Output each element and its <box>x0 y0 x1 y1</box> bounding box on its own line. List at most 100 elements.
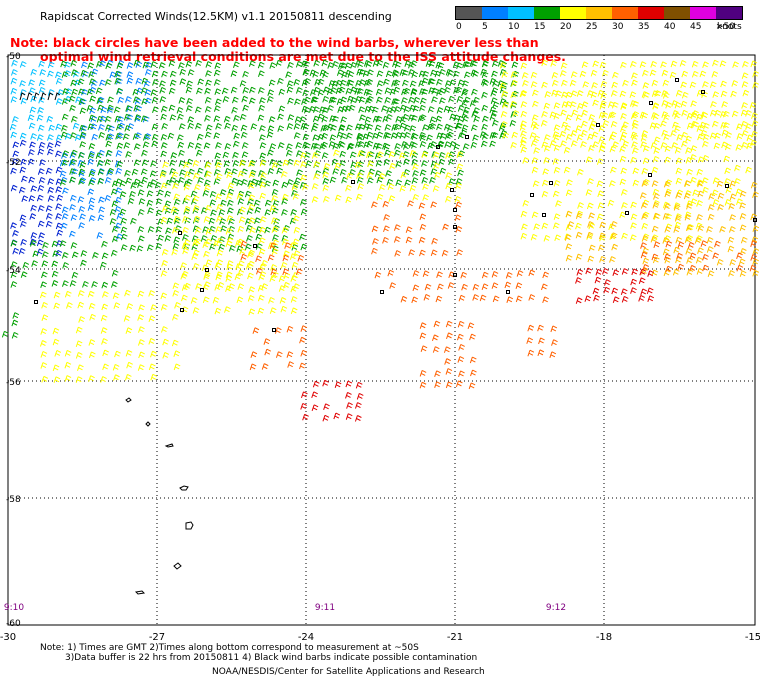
wind-barb <box>300 243 308 251</box>
wind-barb <box>301 60 308 68</box>
wind-barb <box>192 307 200 314</box>
wind-barb <box>204 131 212 139</box>
wind-barb <box>355 95 362 103</box>
wind-barb <box>541 141 549 149</box>
wind-barb <box>157 189 164 197</box>
wind-barb <box>78 222 85 229</box>
map-title: Rapidscat Corrected Winds(12.5KM) v1.1 2… <box>40 10 392 23</box>
wind-barb <box>646 287 654 295</box>
wind-barb <box>456 249 463 256</box>
wind-barb <box>171 339 179 347</box>
wind-barb <box>292 193 300 200</box>
wind-barb <box>445 182 453 190</box>
wind-barb <box>54 350 62 357</box>
island-outline <box>164 443 174 448</box>
wind-barb <box>362 133 370 141</box>
wind-barb <box>490 109 498 117</box>
quality-flag-circle <box>542 213 546 217</box>
wind-barb <box>10 184 18 192</box>
wind-barb <box>412 170 419 177</box>
wind-barb <box>88 170 96 178</box>
wind-barb <box>675 177 683 185</box>
wind-barb <box>481 123 488 131</box>
wind-barb <box>183 239 191 246</box>
wind-barb <box>187 142 195 149</box>
wind-barb <box>214 307 222 315</box>
wind-barb <box>751 112 758 119</box>
wind-barb <box>292 238 300 246</box>
wind-barb <box>674 214 682 222</box>
wind-barb <box>662 248 670 256</box>
wind-barb <box>202 189 210 197</box>
wind-barb <box>31 260 38 267</box>
wind-barb <box>296 169 303 177</box>
wind-barb <box>421 77 429 85</box>
wind-barb <box>59 170 67 178</box>
wind-barb <box>701 112 709 119</box>
wind-barb <box>581 109 588 117</box>
wind-barb <box>734 164 741 172</box>
wind-barb <box>133 59 141 67</box>
wind-barb <box>194 106 202 114</box>
wind-barb <box>639 192 647 199</box>
wind-barb <box>293 123 301 130</box>
wind-barb <box>19 61 27 68</box>
wind-barb <box>39 159 46 166</box>
wind-barb <box>187 69 195 76</box>
wind-barb <box>434 171 441 179</box>
wind-barb <box>137 189 145 196</box>
wind-barb <box>346 402 353 409</box>
legend-swatch <box>456 7 482 19</box>
wind-barb <box>640 134 648 142</box>
wind-barb <box>233 115 240 122</box>
wind-barb <box>355 381 363 389</box>
wind-barb <box>169 159 177 167</box>
wind-barb <box>400 97 408 104</box>
wind-barb <box>587 221 594 228</box>
wind-barb <box>214 262 222 269</box>
wind-barb <box>244 218 252 225</box>
wind-barb <box>47 134 54 141</box>
wind-barb <box>365 151 373 159</box>
wind-barb <box>676 134 684 141</box>
wind-barb <box>241 95 249 103</box>
legend-swatch <box>534 7 560 19</box>
wind-barb <box>183 183 191 191</box>
wind-barb <box>630 278 637 286</box>
legend-swatch <box>612 7 638 19</box>
wind-barb <box>542 296 549 304</box>
wind-barb <box>458 344 465 351</box>
wind-barb <box>18 186 26 194</box>
wind-barb <box>612 269 620 276</box>
wind-barb <box>700 240 708 247</box>
wind-barb <box>663 180 671 188</box>
wind-barb <box>115 167 123 175</box>
wind-barb <box>662 79 670 87</box>
quality-flag-circle <box>200 288 204 292</box>
wind-barb <box>598 125 606 132</box>
wind-barb <box>619 145 626 153</box>
wind-barb <box>212 296 220 304</box>
wind-barb <box>427 123 434 131</box>
wind-barb <box>689 264 696 272</box>
wind-barb <box>90 79 98 87</box>
wind-barb <box>30 185 38 192</box>
wind-barb <box>468 382 476 390</box>
wind-barb <box>55 222 63 230</box>
wind-barb <box>675 192 682 199</box>
wind-barb <box>344 62 352 69</box>
wind-barb <box>389 106 397 113</box>
wind-barb <box>739 213 747 220</box>
wind-barb <box>256 267 263 275</box>
wind-barb <box>418 132 426 139</box>
wind-barb <box>588 244 596 252</box>
wind-barb <box>724 198 732 206</box>
wind-barb <box>225 228 233 235</box>
wind-barb <box>418 70 426 78</box>
wind-barb <box>750 139 757 147</box>
wind-barb <box>105 149 113 157</box>
legend-tick-label: 25 <box>586 22 598 32</box>
wind-barb <box>213 79 221 86</box>
wind-barb <box>215 122 222 130</box>
wind-barb <box>532 89 539 97</box>
